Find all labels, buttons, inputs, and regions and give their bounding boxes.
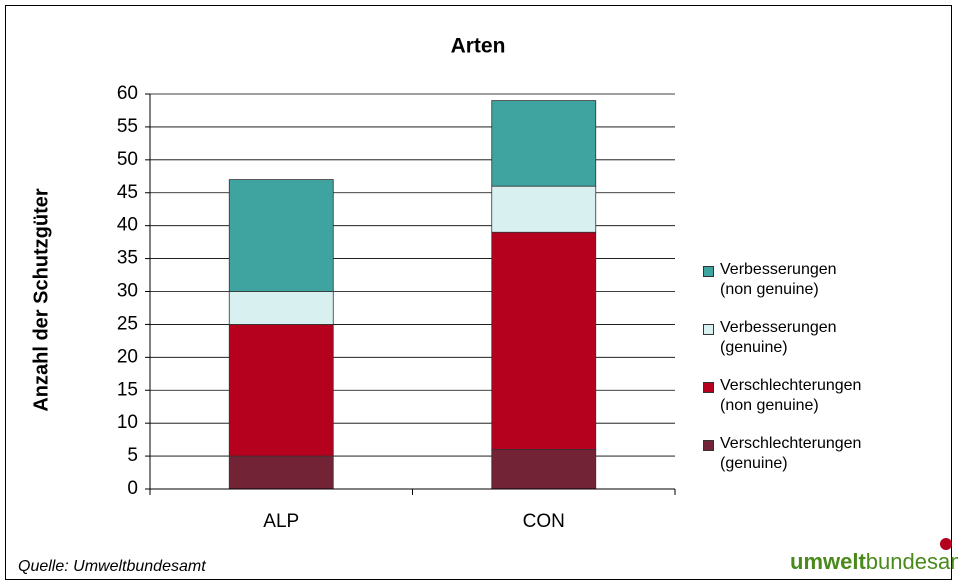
legend-swatch <box>703 382 714 393</box>
y-tick-label: 10 <box>117 412 138 433</box>
legend-swatch <box>703 266 714 277</box>
y-tick-label: 45 <box>117 182 138 203</box>
y-tick-label: 0 <box>127 478 138 499</box>
logo-icon <box>940 538 952 550</box>
source: Quelle: Umweltbundesamt <box>18 558 206 575</box>
chart-title: Arten <box>451 35 506 58</box>
y-tick-label: 20 <box>117 346 138 367</box>
y-tick-label: 50 <box>117 149 138 170</box>
legend-label: Verschlechterungen (genuine) <box>720 435 862 472</box>
bar-segment <box>491 185 597 233</box>
bar-segment <box>491 100 597 187</box>
y-tick-label: 55 <box>117 116 138 137</box>
x-tick-label: CON <box>523 511 565 532</box>
y-tick-label: 5 <box>127 445 138 466</box>
legend-item: Verschlechterungen (genuine) <box>703 434 870 474</box>
legend-swatch <box>703 440 714 451</box>
y-tick-label: 25 <box>117 313 138 334</box>
bar-segment <box>228 324 334 457</box>
logo-regular: bundesamt <box>866 549 958 574</box>
x-tick-label: ALP <box>263 511 299 532</box>
bar-segment <box>491 449 597 490</box>
legend-item: Verschlechterungen (non genuine) <box>703 376 870 416</box>
bar-segment <box>491 231 597 450</box>
y-tick-label: 60 <box>117 83 138 104</box>
bar-segment <box>228 291 334 325</box>
legend: Verbesserungen (non genuine) Verbesserung… <box>703 260 870 492</box>
frame <box>5 5 952 580</box>
y-tick-label: 35 <box>117 248 138 269</box>
legend-swatch <box>703 324 714 335</box>
y-axis-label: Anzahl der Schutzgüter <box>30 188 52 412</box>
bar-segment <box>228 455 334 490</box>
legend-label: Verbesserungen (genuine) <box>720 319 837 356</box>
legend-label: Verschlechterungen (non genuine) <box>720 377 862 414</box>
y-tick-label: 30 <box>117 281 138 302</box>
y-tick-label: 15 <box>117 379 138 400</box>
logo-bold: umwelt <box>790 549 866 574</box>
bar-segment <box>228 179 334 292</box>
logo: umweltbundesamt <box>790 549 958 574</box>
legend-item: Verbesserungen (genuine) <box>703 318 870 358</box>
legend-label: Verbesserungen (non genuine) <box>720 261 837 298</box>
y-tick-label: 40 <box>117 215 138 236</box>
legend-item: Verbesserungen (non genuine) <box>703 260 870 300</box>
